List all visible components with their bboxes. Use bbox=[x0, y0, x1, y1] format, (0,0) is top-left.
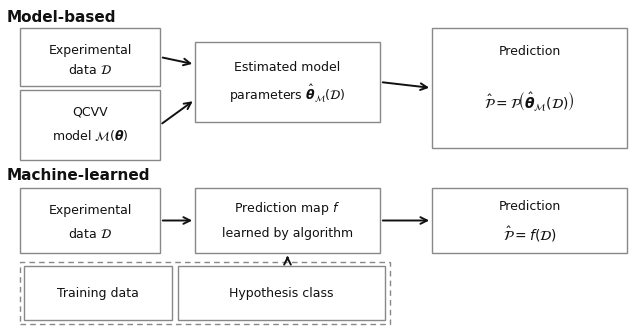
FancyBboxPatch shape bbox=[432, 188, 627, 253]
Text: $\hat{\mathcal{P}} = \mathcal{P}\!\left(\hat{\boldsymbol{\theta}}_{\mathcal{M}}(: $\hat{\mathcal{P}} = \mathcal{P}\!\left(… bbox=[484, 91, 575, 114]
FancyBboxPatch shape bbox=[20, 28, 160, 86]
Text: data $\mathcal{D}$: data $\mathcal{D}$ bbox=[68, 63, 112, 77]
Text: Machine-learned: Machine-learned bbox=[6, 168, 150, 183]
Text: Hypothesis class: Hypothesis class bbox=[229, 287, 333, 299]
FancyBboxPatch shape bbox=[195, 188, 380, 253]
Text: model $\mathcal{M}(\boldsymbol{\theta})$: model $\mathcal{M}(\boldsymbol{\theta})$ bbox=[52, 128, 129, 143]
Text: $\hat{\mathcal{P}} = f(\mathcal{D})$: $\hat{\mathcal{P}} = f(\mathcal{D})$ bbox=[502, 225, 556, 244]
Text: Training data: Training data bbox=[57, 287, 139, 299]
Text: data $\mathcal{D}$: data $\mathcal{D}$ bbox=[68, 226, 112, 241]
Text: parameters $\hat{\boldsymbol{\theta}}_{\mathcal{M}}(\mathcal{D})$: parameters $\hat{\boldsymbol{\theta}}_{\… bbox=[229, 83, 346, 105]
Text: Model-based: Model-based bbox=[6, 10, 116, 25]
FancyBboxPatch shape bbox=[24, 266, 172, 320]
Text: learned by algorithm: learned by algorithm bbox=[222, 227, 353, 240]
FancyBboxPatch shape bbox=[178, 266, 385, 320]
Text: Prediction: Prediction bbox=[499, 45, 561, 58]
Text: Experimental: Experimental bbox=[48, 204, 132, 217]
FancyBboxPatch shape bbox=[195, 42, 380, 122]
Text: Prediction: Prediction bbox=[499, 200, 561, 213]
FancyBboxPatch shape bbox=[20, 262, 390, 324]
FancyBboxPatch shape bbox=[20, 90, 160, 160]
Text: Experimental: Experimental bbox=[48, 44, 132, 56]
FancyBboxPatch shape bbox=[432, 28, 627, 148]
Text: QCVV: QCVV bbox=[72, 106, 108, 119]
Text: Estimated model: Estimated model bbox=[234, 61, 340, 74]
FancyBboxPatch shape bbox=[20, 188, 160, 253]
Text: Prediction map $f$: Prediction map $f$ bbox=[234, 200, 340, 217]
